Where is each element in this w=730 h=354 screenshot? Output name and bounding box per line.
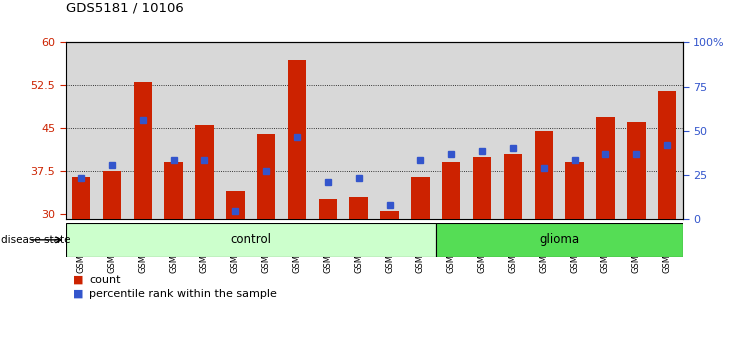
Text: control: control (230, 233, 272, 246)
Bar (66, 223, 436, 257)
Text: disease state: disease state (1, 235, 71, 245)
Bar (436, 223, 683, 257)
Bar (596, 117, 615, 219)
Text: ■: ■ (73, 289, 83, 299)
Bar (565, 162, 584, 219)
Text: GDS5181 / 10106: GDS5181 / 10106 (66, 1, 183, 14)
Bar (380, 211, 399, 219)
Bar (658, 91, 677, 219)
Bar (350, 196, 368, 219)
Bar (195, 125, 214, 219)
Bar (627, 122, 645, 219)
Text: count: count (89, 275, 120, 285)
Bar (442, 162, 461, 219)
Bar (473, 157, 491, 219)
Bar (72, 177, 91, 219)
Bar (534, 131, 553, 219)
Bar (164, 162, 183, 219)
Bar (504, 154, 522, 219)
Text: glioma: glioma (539, 233, 579, 246)
Bar (318, 200, 337, 219)
Bar (103, 171, 121, 219)
Bar (288, 59, 307, 219)
Bar (257, 134, 275, 219)
Text: percentile rank within the sample: percentile rank within the sample (89, 289, 277, 299)
Bar (226, 191, 245, 219)
Bar (134, 82, 152, 219)
Bar (411, 177, 430, 219)
Text: ■: ■ (73, 275, 83, 285)
